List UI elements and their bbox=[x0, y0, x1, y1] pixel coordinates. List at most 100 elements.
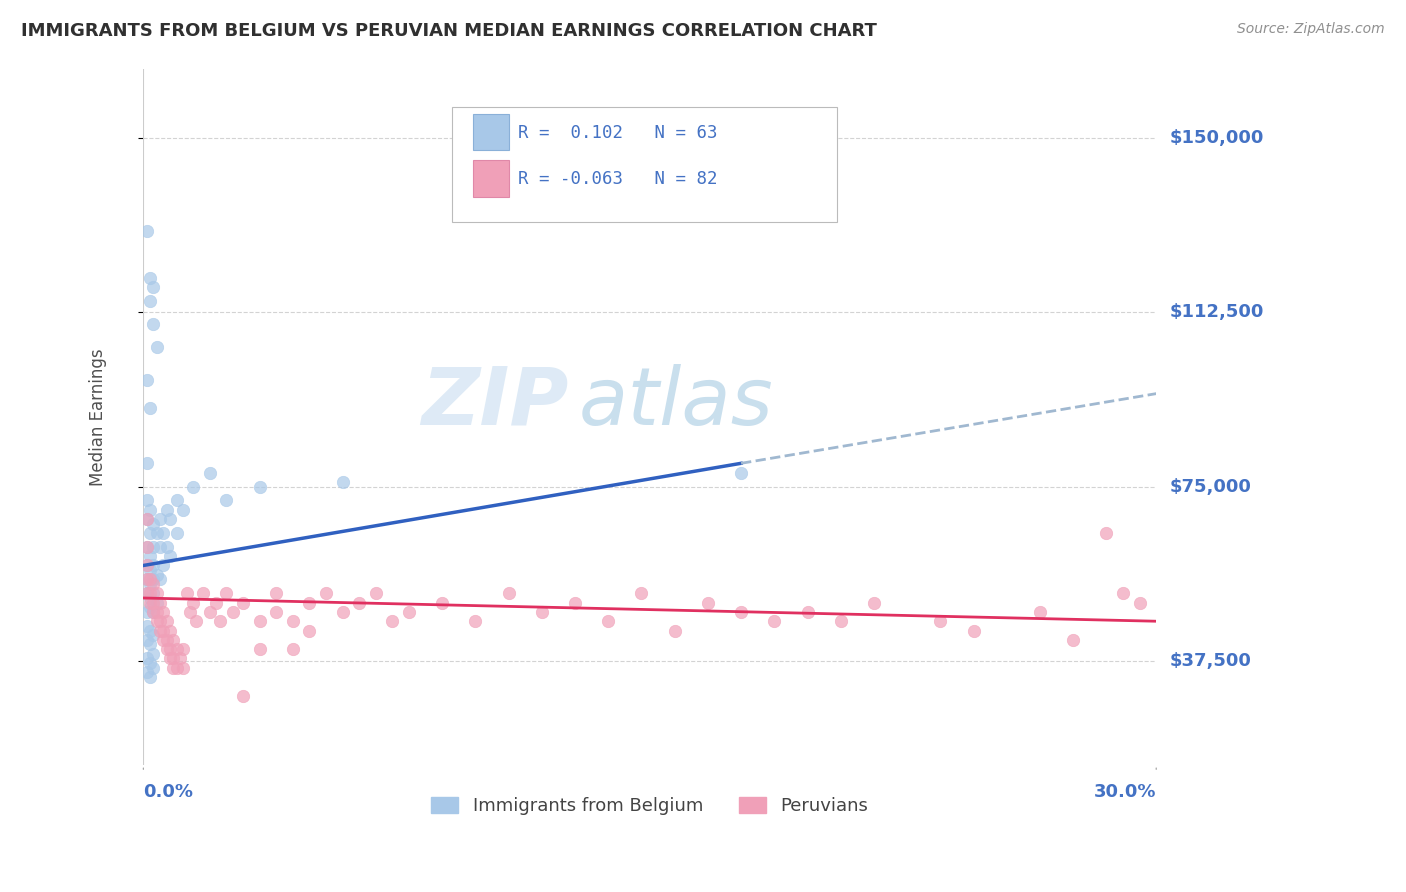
Point bbox=[249, 642, 271, 657]
Point bbox=[169, 651, 191, 665]
Point bbox=[249, 614, 271, 628]
Point bbox=[135, 573, 157, 587]
Point bbox=[162, 651, 184, 665]
Point bbox=[264, 586, 287, 600]
Point bbox=[281, 642, 304, 657]
Point bbox=[181, 479, 204, 493]
Point bbox=[863, 596, 886, 610]
Point bbox=[962, 624, 984, 638]
Point bbox=[155, 502, 177, 516]
Point bbox=[142, 317, 165, 331]
Point bbox=[149, 624, 172, 638]
Point bbox=[172, 661, 194, 675]
Point bbox=[315, 586, 337, 600]
Point bbox=[155, 614, 177, 628]
Point bbox=[215, 586, 238, 600]
Text: R =  0.102   N = 63: R = 0.102 N = 63 bbox=[517, 124, 717, 142]
Point bbox=[198, 605, 221, 619]
FancyBboxPatch shape bbox=[472, 114, 509, 150]
Point bbox=[232, 689, 254, 703]
Point bbox=[139, 577, 162, 591]
Point bbox=[432, 596, 454, 610]
Point bbox=[796, 605, 818, 619]
Point bbox=[152, 605, 174, 619]
Point bbox=[139, 573, 162, 587]
Point bbox=[696, 596, 718, 610]
Point bbox=[145, 614, 167, 628]
Point bbox=[830, 614, 852, 628]
Point bbox=[530, 605, 553, 619]
Point bbox=[139, 563, 162, 577]
Point bbox=[152, 624, 174, 638]
Point bbox=[730, 466, 752, 480]
Point bbox=[139, 600, 162, 615]
Point bbox=[135, 512, 157, 526]
Point bbox=[139, 586, 162, 600]
Point bbox=[135, 540, 157, 554]
Point bbox=[135, 586, 157, 600]
Point bbox=[249, 479, 271, 493]
Point bbox=[139, 502, 162, 516]
Text: $112,500: $112,500 bbox=[1170, 303, 1264, 321]
Point bbox=[208, 614, 231, 628]
Point bbox=[176, 586, 198, 600]
Point bbox=[135, 605, 157, 619]
Point bbox=[179, 605, 201, 619]
Text: R = -0.063   N = 82: R = -0.063 N = 82 bbox=[517, 169, 717, 187]
Point bbox=[159, 512, 181, 526]
Point bbox=[135, 540, 157, 554]
Point bbox=[166, 526, 188, 541]
Point bbox=[763, 614, 786, 628]
Point bbox=[139, 549, 162, 564]
Point bbox=[264, 605, 287, 619]
Point bbox=[142, 605, 165, 619]
Point bbox=[135, 456, 157, 470]
Point bbox=[159, 624, 181, 638]
Text: ZIP: ZIP bbox=[422, 364, 569, 442]
Point bbox=[149, 540, 172, 554]
Point bbox=[135, 665, 157, 680]
Point bbox=[564, 596, 586, 610]
Point bbox=[142, 540, 165, 554]
Point bbox=[135, 373, 157, 387]
Point bbox=[1029, 605, 1052, 619]
Point bbox=[142, 280, 165, 294]
Text: $75,000: $75,000 bbox=[1170, 477, 1251, 496]
Point bbox=[135, 619, 157, 633]
Point bbox=[142, 558, 165, 573]
Text: IMMIGRANTS FROM BELGIUM VS PERUVIAN MEDIAN EARNINGS CORRELATION CHART: IMMIGRANTS FROM BELGIUM VS PERUVIAN MEDI… bbox=[21, 22, 877, 40]
Point bbox=[155, 642, 177, 657]
Point bbox=[162, 632, 184, 647]
Point bbox=[155, 540, 177, 554]
Point bbox=[145, 586, 167, 600]
Point bbox=[155, 632, 177, 647]
Point bbox=[139, 624, 162, 638]
Point bbox=[364, 586, 387, 600]
Point bbox=[166, 493, 188, 508]
Point bbox=[191, 586, 214, 600]
Point bbox=[186, 614, 208, 628]
Point bbox=[149, 512, 172, 526]
Point bbox=[142, 605, 165, 619]
Point bbox=[166, 661, 188, 675]
Point bbox=[142, 577, 165, 591]
Point bbox=[142, 661, 165, 675]
Point bbox=[142, 628, 165, 642]
Point bbox=[145, 596, 167, 610]
Point bbox=[398, 605, 420, 619]
Point bbox=[298, 624, 321, 638]
Point bbox=[139, 401, 162, 415]
Point bbox=[172, 502, 194, 516]
Point bbox=[162, 661, 184, 675]
Point bbox=[198, 466, 221, 480]
Point bbox=[139, 656, 162, 670]
Point bbox=[135, 224, 157, 238]
FancyBboxPatch shape bbox=[453, 107, 837, 222]
Point bbox=[135, 651, 157, 665]
Point bbox=[142, 647, 165, 661]
Point bbox=[664, 624, 686, 638]
Point bbox=[215, 493, 238, 508]
Point bbox=[152, 632, 174, 647]
Point bbox=[332, 605, 354, 619]
Point bbox=[139, 270, 162, 285]
